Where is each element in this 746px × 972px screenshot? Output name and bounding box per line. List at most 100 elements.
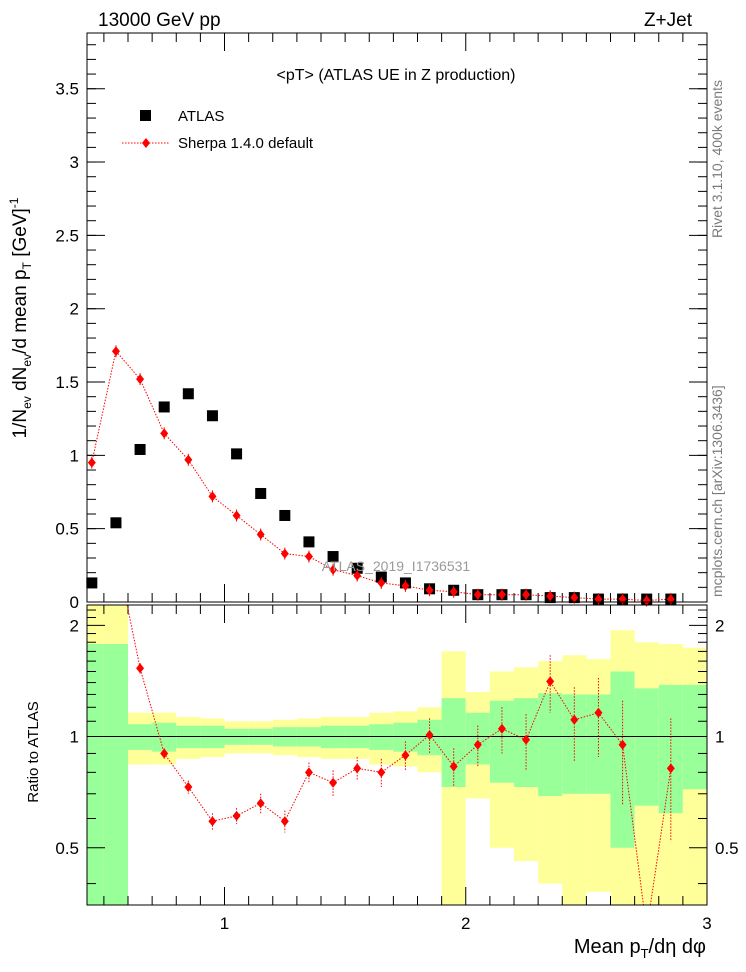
x-tick-label: 1	[220, 914, 229, 933]
ratio-y-axis-label: Ratio to ATLAS	[25, 701, 42, 802]
ratio-point	[570, 714, 579, 725]
main-y-tick-label: 0.5	[55, 520, 79, 539]
atlas-point	[158, 401, 170, 413]
ratio-point	[473, 739, 482, 750]
ratio-point	[280, 816, 289, 827]
sherpa-point	[449, 586, 458, 597]
sherpa-point	[570, 592, 579, 603]
sherpa-point	[425, 585, 434, 596]
ratio-point	[594, 707, 603, 718]
ratio-y-tick-label: 0.5	[55, 839, 79, 858]
legend-marker-sherpa	[142, 138, 150, 148]
ratio-point	[184, 782, 193, 793]
main-y-tick-label: 1.5	[55, 373, 79, 392]
sherpa-point	[377, 577, 386, 588]
ratio-point	[618, 739, 627, 750]
legend: ATLAS Sherpa 1.4.0 default	[122, 108, 314, 152]
ratio-frame-overlay	[86, 604, 708, 906]
ratio-band-green	[562, 694, 587, 794]
sherpa-point	[280, 548, 289, 559]
sherpa-point	[329, 564, 338, 575]
main-y-tick-label: 3	[70, 153, 79, 172]
legend-label-sherpa: Sherpa 1.4.0 default	[178, 135, 314, 152]
ratio-point	[232, 810, 241, 821]
atlas-point	[206, 410, 218, 422]
ratio-point	[401, 750, 410, 761]
x-axis-label: Mean pT/dη dφ	[574, 936, 706, 961]
ratio-point	[522, 734, 531, 745]
header-right: Z+Jet	[644, 10, 693, 31]
ratio-y-tick-label-right: 0.5	[715, 839, 739, 858]
ratio-band-green	[610, 671, 635, 848]
ratio-point	[256, 798, 265, 809]
atlas-point	[279, 509, 291, 521]
main-frame-overlay	[86, 32, 708, 603]
ratio-y-tick-label-right: 2	[715, 616, 724, 635]
sherpa-point	[184, 454, 193, 465]
ratio-y-tick-label-right: 1	[715, 728, 724, 747]
ratio-point	[304, 767, 313, 778]
ratio-series-layer	[126, 605, 675, 905]
ratio-point	[425, 729, 434, 740]
sherpa-point	[256, 529, 265, 540]
main-y-tick-label: 1	[70, 446, 79, 465]
header-left: 13000 GeV pp	[98, 10, 221, 31]
ratio-band-green	[634, 688, 659, 806]
sherpa-point	[497, 589, 506, 600]
sherpa-point	[232, 510, 241, 521]
ratio-point	[353, 763, 362, 774]
sherpa-point	[401, 580, 410, 591]
ratio-point	[136, 663, 145, 674]
ratio-band-green	[128, 724, 153, 750]
atlas-point	[327, 551, 339, 563]
sherpa-point	[304, 551, 313, 562]
legend-marker-atlas	[140, 110, 151, 121]
atlas-point	[255, 487, 267, 499]
sherpa-point	[473, 589, 482, 600]
ratio-band-green	[682, 684, 707, 790]
atlas-point	[182, 388, 194, 400]
atlas-point	[351, 562, 363, 574]
legend-label-atlas: ATLAS	[178, 108, 224, 125]
atlas-point	[134, 443, 146, 455]
main-y-tick-label: 3.5	[55, 80, 79, 99]
main-y-axis-label: 1/Nev dNev/d mean pT [GeV]-1	[7, 197, 34, 438]
ratio-uncertainty-bands	[87, 605, 707, 905]
main-axis-ticks: 0 0.5 1 1.5 2 2.5 3 3.5	[55, 33, 708, 612]
ratio-point	[160, 748, 169, 759]
atlas-point	[231, 448, 243, 460]
main-y-tick-label: 0	[70, 593, 79, 612]
sherpa-point	[208, 491, 217, 502]
ratio-band-green	[369, 724, 394, 750]
ratio-band-green	[538, 693, 563, 797]
ratio-y-tick-label: 1	[70, 728, 79, 747]
ratio-point	[546, 676, 555, 687]
ratio-y-tick-label: 2	[70, 616, 79, 635]
ratio-point	[208, 816, 217, 827]
ratio-band-green	[103, 644, 129, 905]
sherpa-point	[546, 591, 555, 602]
mcplots-label: mcplots.cern.ch [arXiv:1306.3436]	[709, 385, 725, 597]
sherpa-point	[87, 457, 96, 468]
watermark: ATLAS_2019_I1736531	[322, 558, 471, 574]
x-tick-label: 3	[702, 914, 711, 933]
sherpa-point	[136, 374, 145, 385]
rivet-label: Rivet 3.1.10, 400k events	[709, 80, 725, 238]
atlas-point	[303, 536, 315, 548]
ratio-band-green	[152, 722, 177, 752]
ratio-band-green	[87, 644, 104, 905]
atlas-point	[110, 517, 122, 529]
ratio-point	[497, 723, 506, 734]
ratio-axis-ticks: 0.5 0.5 1 1 2 2 1 2 3	[55, 605, 739, 933]
x-tick-label: 2	[461, 914, 470, 933]
main-series-layer	[86, 345, 677, 607]
chart-title: <pT> (ATLAS UE in Z production)	[277, 67, 516, 84]
sherpa-point	[160, 428, 169, 439]
sherpa-point	[642, 595, 651, 606]
ratio-band-green	[441, 698, 466, 788]
ratio-point	[666, 763, 675, 774]
ratio-band-green	[393, 722, 418, 752]
ratio-point	[449, 761, 458, 772]
atlas-point	[86, 577, 98, 589]
